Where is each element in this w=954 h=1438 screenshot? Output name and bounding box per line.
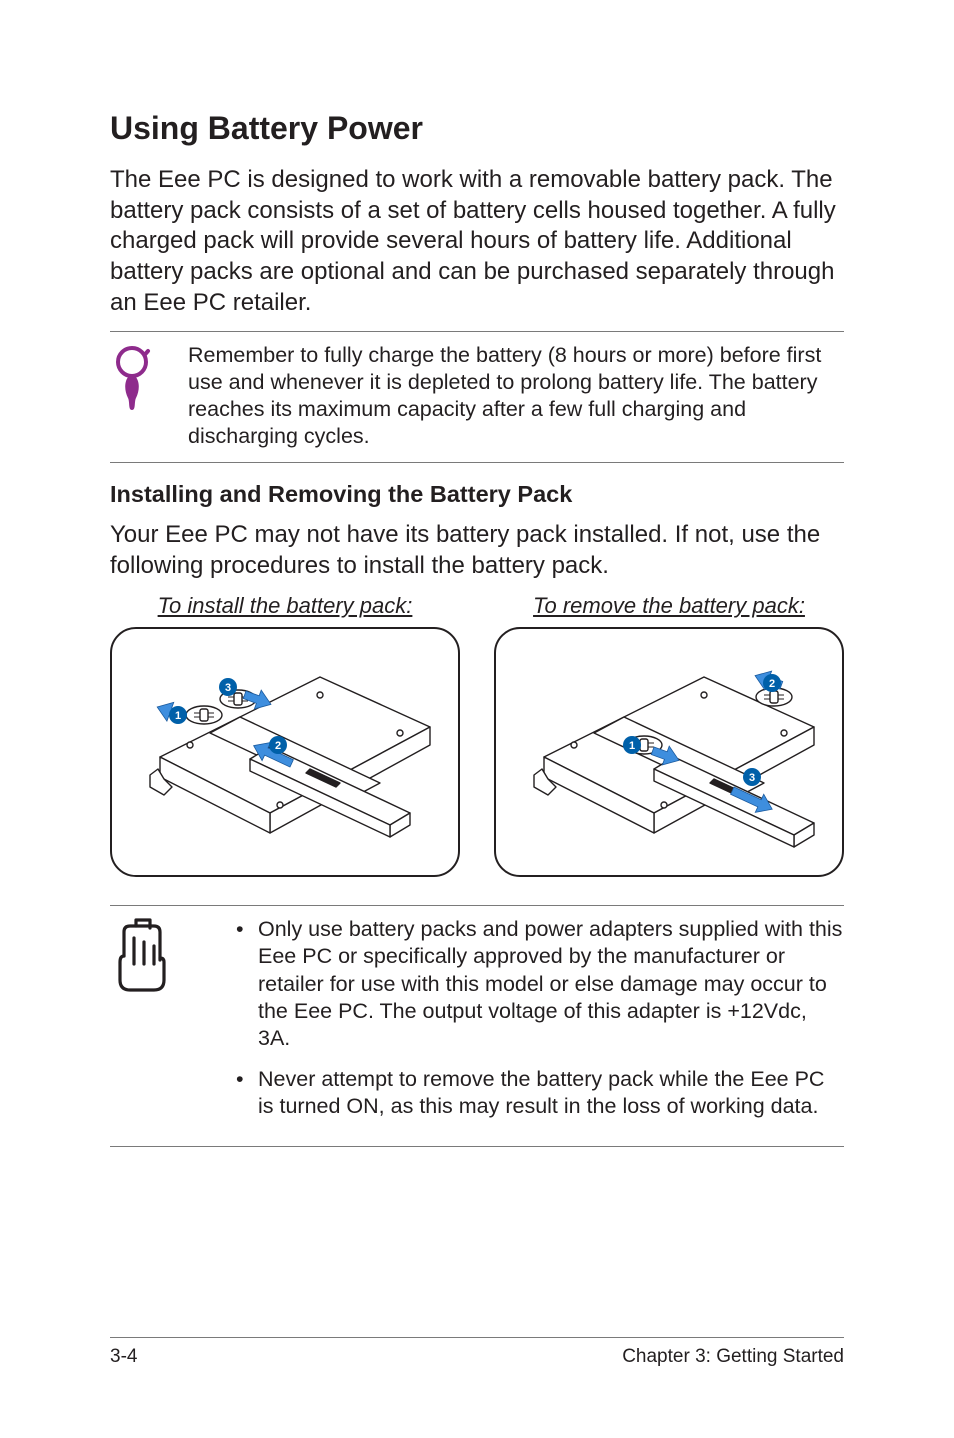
warning-list: Only use battery packs and power adapter…	[230, 916, 844, 1134]
warning-block: Only use battery packs and power adapter…	[110, 905, 844, 1147]
remove-caption: To remove the battery pack:	[494, 593, 844, 619]
section-heading: Using Battery Power	[110, 110, 844, 147]
svg-text:2: 2	[275, 740, 281, 752]
page-number: 3-4	[110, 1346, 137, 1368]
install-diagram: 1 3 2	[110, 627, 460, 877]
svg-text:3: 3	[225, 682, 231, 694]
remove-column: To remove the battery pack:	[494, 593, 844, 877]
svg-text:1: 1	[175, 710, 181, 722]
install-caption: To install the battery pack:	[110, 593, 460, 619]
caution-icon	[110, 916, 230, 1134]
tip-block: Remember to fully charge the battery (8 …	[110, 331, 844, 463]
warning-item: Never attempt to remove the battery pack…	[230, 1066, 844, 1120]
chapter-label: Chapter 3: Getting Started	[622, 1346, 844, 1368]
svg-text:2: 2	[769, 678, 775, 690]
install-intro: Your Eee PC may not have its battery pac…	[110, 520, 844, 581]
diagram-row: To install the battery pack:	[110, 593, 844, 877]
tip-text: Remember to fully charge the battery (8 …	[188, 342, 844, 450]
tip-icon	[110, 342, 188, 450]
svg-text:1: 1	[629, 740, 635, 752]
warning-item: Only use battery packs and power adapter…	[230, 916, 844, 1051]
install-column: To install the battery pack:	[110, 593, 460, 877]
svg-text:3: 3	[749, 772, 755, 784]
page-footer: 3-4 Chapter 3: Getting Started	[110, 1337, 844, 1368]
subheading: Installing and Removing the Battery Pack	[110, 481, 844, 508]
intro-paragraph: The Eee PC is designed to work with a re…	[110, 165, 844, 319]
remove-diagram: 1 2 3	[494, 627, 844, 877]
